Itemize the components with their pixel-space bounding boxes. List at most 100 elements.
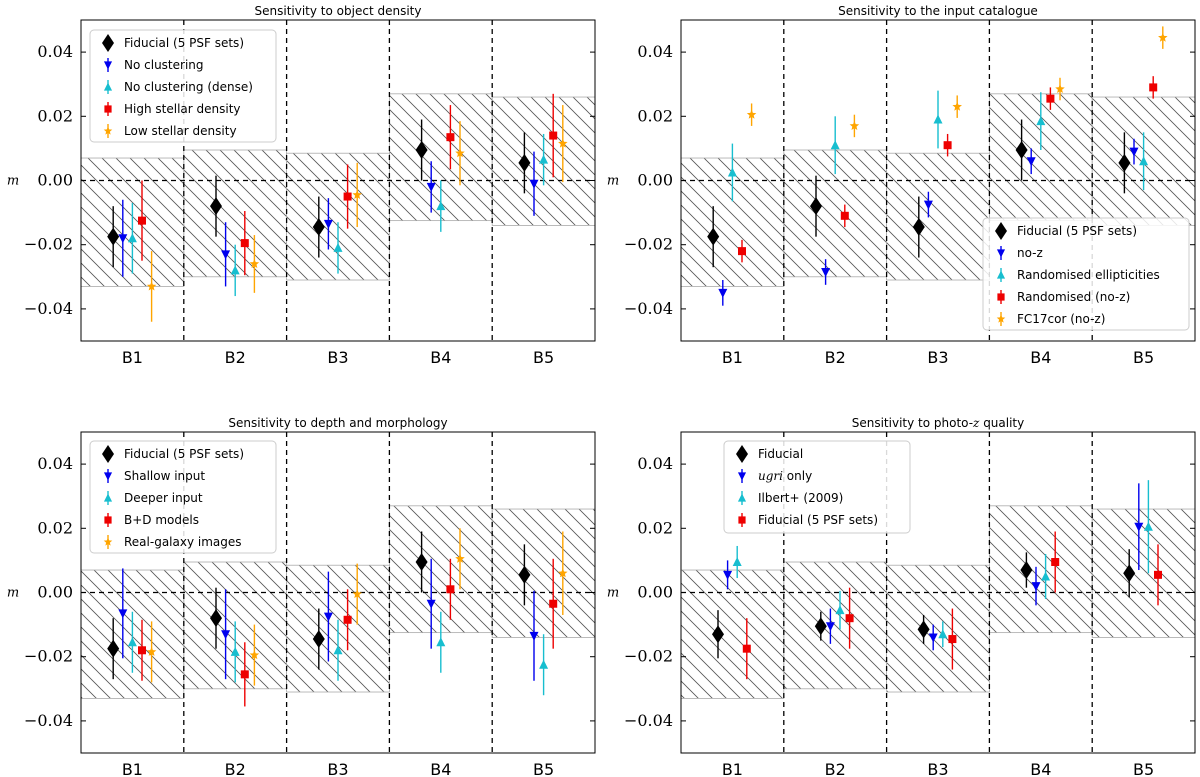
point-real-galaxy-images-b4: [455, 553, 465, 563]
legend-marker-low-stellar-density: [103, 126, 113, 135]
legend-marker-no-clustering: [103, 61, 113, 70]
legend-box: [89, 440, 277, 554]
chart-title: Sensitivity to the input catalogue: [838, 4, 1038, 18]
point-fc17cor-no-z-b5: [1158, 32, 1168, 42]
legend-label-randomised-no-z: Randomised (no-z): [1017, 290, 1130, 304]
point-fiducial-b5: [1123, 564, 1136, 583]
xtick-label-b2: B2: [225, 760, 246, 777]
point-real-galaxy-images-b2: [249, 650, 260, 660]
legend-label-fiducial-5-psf-sets: Fiducial (5 PSF sets): [758, 513, 878, 527]
point-randomised-no-z-b1: [738, 247, 746, 256]
panel-1: −0.04 −0.02 0.00 0.02 0.04 B1 B2 B3 B4 B5 m Sensiti…: [7, 4, 596, 367]
xtick-label-b1: B1: [722, 348, 743, 367]
legend-label-deeper-input: Deeper input: [124, 491, 203, 505]
point-fc17cor-no-z-b4: [1055, 84, 1065, 94]
point-real-galaxy-images-b1: [146, 646, 157, 656]
legend-marker-ilbert-2009: [737, 493, 747, 502]
point-ugri-only-b5: [1134, 522, 1144, 532]
series-no-clustering-dense: [127, 133, 549, 297]
legend-marker-fc17cor-no-z: [996, 314, 1006, 323]
legend-label-ilbert-2009: Ilbert+ (2009): [758, 491, 843, 505]
ytick-label: 0.00: [637, 171, 673, 190]
legend-marker-fiducial: [736, 445, 748, 463]
point-fiducial-5-psf-sets-b1: [742, 644, 751, 653]
legend-box: [723, 440, 911, 534]
title-italic: z: [972, 416, 980, 430]
point-real-galaxy-images-b3: [352, 589, 362, 599]
legend-italic: ugri: [758, 469, 783, 483]
point-randomised-ellipticities-b1: [727, 167, 737, 177]
point-ilbert-2009-b1: [732, 557, 742, 567]
legend-label-ugri-only: ugri only: [758, 469, 812, 483]
panel-3: −0.04 −0.02 0.00 0.02 0.04 B1 B2 B3 B4 B5 m Sensiti…: [7, 416, 596, 777]
point-fiducial-b3: [917, 620, 930, 639]
xtick-label-b4: B4: [1030, 348, 1051, 367]
title-tail: quality: [979, 416, 1024, 430]
point-fiducial-5-psf-sets-b5: [1154, 570, 1162, 579]
point-randomised-no-z-b2: [840, 211, 849, 220]
point-low-stellar-density-b4: [455, 148, 465, 158]
series-deeper-input: [127, 611, 549, 696]
xtick-label-b4: B4: [430, 348, 451, 367]
band-b4: [989, 505, 1093, 634]
point-fiducial-5-psf-sets-b1: [107, 227, 120, 246]
point-fiducial-5-psf-sets-b1: [707, 227, 720, 246]
legend-marker-no-clustering-dense: [103, 82, 113, 91]
point-ugri-only-b1: [723, 570, 733, 580]
point-no-clustering-dense-b4: [436, 201, 446, 211]
panel-4: −0.04 −0.02 0.00 0.02 0.04 B1 B2 B3 B4 B5 m Sensiti…: [607, 416, 1196, 777]
point-fiducial-5-psf-sets-b3: [948, 635, 957, 644]
point-fc17cor-no-z-b3: [952, 101, 962, 111]
point-fiducial-5-psf-sets-b4: [1051, 558, 1060, 567]
point-high-stellar-density-b1: [138, 216, 146, 225]
point-high-stellar-density-b3: [343, 192, 352, 201]
band-b3: [886, 152, 990, 281]
point-no-clustering-dense-b2: [230, 265, 240, 275]
legend-marker-deeper-input: [103, 493, 113, 502]
ytick-label: −0.04: [624, 299, 673, 318]
point-randomised-ellipticities-b3: [933, 114, 943, 124]
point-ilbert-2009-b3: [938, 629, 948, 639]
point-fiducial-5-psf-sets-b3: [312, 218, 325, 237]
series-randomised-ellipticities: [727, 90, 1149, 202]
point-shallow-input-b2: [221, 630, 231, 640]
point-no-z-b3: [923, 200, 933, 210]
series-shallow-input: [118, 558, 539, 681]
point-b-d-models-b1: [138, 646, 146, 655]
ytick-label: 0.02: [37, 106, 73, 125]
legend-rest: only: [783, 469, 812, 483]
point-randomised-no-z-b3: [943, 141, 952, 150]
legend-label-high-stellar-density: High stellar density: [124, 102, 241, 116]
point-fiducial-5-psf-sets-b4: [1015, 141, 1028, 160]
point-no-clustering-b4: [426, 182, 436, 192]
point-no-z-b4: [1026, 157, 1036, 167]
xtick-label-b3: B3: [927, 760, 948, 777]
point-no-clustering-dense-b3: [333, 242, 343, 252]
point-deeper-input-b4: [436, 637, 446, 647]
point-fiducial-5-psf-sets-b5: [518, 153, 531, 172]
legend-label-no-clustering: No clustering: [124, 58, 204, 72]
point-no-clustering-b3: [323, 219, 333, 229]
xtick-label-b2: B2: [825, 348, 846, 367]
title-part: Sensitivity to photo-: [852, 416, 973, 430]
point-fiducial-5-psf-sets-b2: [810, 197, 822, 216]
point-ugri-only-b2: [825, 622, 835, 632]
point-randomised-ellipticities-b2: [830, 140, 840, 150]
legend-label-real-galaxy-images: Real-galaxy images: [124, 535, 242, 549]
point-fiducial-b4: [1020, 561, 1033, 580]
point-shallow-input-b1: [118, 609, 128, 619]
legend-label-b-d-models: B+D models: [124, 513, 199, 527]
point-randomised-ellipticities-b4: [1036, 116, 1046, 126]
chart-title: Sensitivity to photo-z quality: [852, 416, 1025, 430]
ytick-label: 0.02: [37, 518, 73, 537]
legend-marker-randomised-ellipticities: [996, 270, 1006, 279]
legend-label-fiducial-5-psf-sets: Fiducial (5 PSF sets): [124, 447, 244, 461]
point-ilbert-2009-b5: [1143, 521, 1153, 531]
point-ugri-only-b4: [1031, 582, 1041, 592]
xtick-label-b5: B5: [533, 760, 554, 777]
point-fc17cor-no-z-b2: [849, 120, 860, 130]
point-fiducial-5-psf-sets-b3: [912, 218, 925, 237]
xtick-label-b2: B2: [825, 760, 846, 777]
point-fiducial-5-psf-sets-b4: [415, 141, 428, 160]
point-fiducial-5-psf-sets-b2: [845, 614, 854, 623]
